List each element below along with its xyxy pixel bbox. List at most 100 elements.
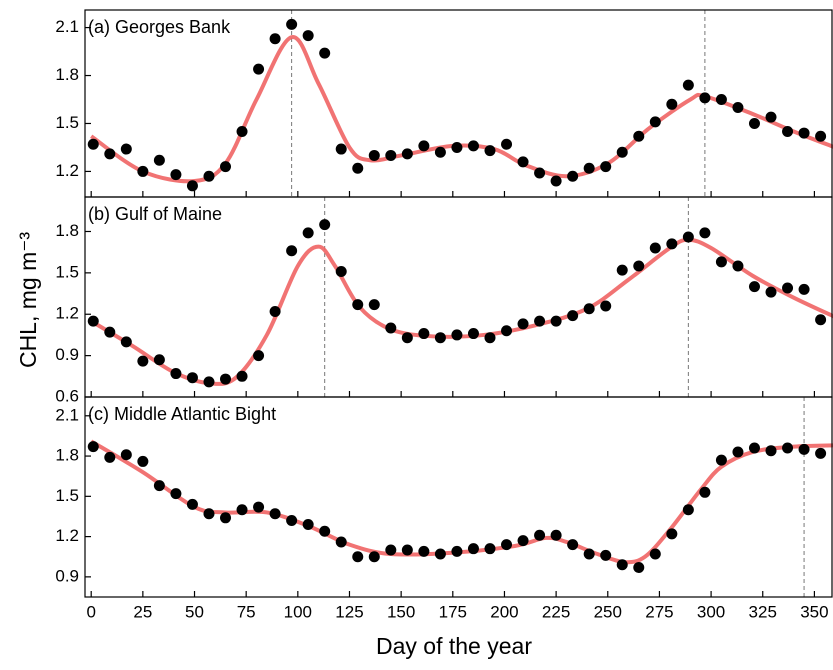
data-point xyxy=(517,318,529,330)
y-tick-label: 1.8 xyxy=(55,65,79,84)
data-point xyxy=(401,544,413,556)
panel-title: (a) Georges Bank xyxy=(88,17,231,37)
data-point xyxy=(236,125,248,137)
data-point xyxy=(484,543,496,555)
data-point xyxy=(501,539,513,551)
data-point xyxy=(715,256,727,268)
data-point xyxy=(451,141,463,153)
data-point xyxy=(253,501,265,513)
x-tick-label: 275 xyxy=(645,602,673,621)
data-point xyxy=(368,551,380,563)
y-tick-label: 1.2 xyxy=(55,161,79,180)
data-point xyxy=(186,498,198,510)
data-point xyxy=(286,245,298,257)
data-point xyxy=(368,299,380,311)
data-point xyxy=(104,326,116,338)
data-point xyxy=(715,454,727,466)
x-tick-label: 100 xyxy=(284,602,312,621)
data-point xyxy=(434,548,446,560)
fit-line xyxy=(90,439,833,565)
data-point xyxy=(87,441,99,453)
data-point xyxy=(385,322,397,334)
data-point xyxy=(269,33,281,45)
fit-line xyxy=(90,35,833,184)
data-point xyxy=(335,265,347,277)
x-tick-label: 225 xyxy=(542,602,570,621)
data-point xyxy=(748,281,760,293)
data-point xyxy=(633,130,645,142)
x-tick-label: 50 xyxy=(185,602,204,621)
data-point xyxy=(732,446,744,458)
data-point xyxy=(534,315,546,327)
data-point xyxy=(302,227,314,239)
data-point xyxy=(798,443,810,455)
panel-title: (b) Gulf of Maine xyxy=(88,204,222,224)
data-point xyxy=(550,315,562,327)
data-point xyxy=(203,508,215,520)
data-point xyxy=(649,116,661,128)
data-point xyxy=(583,162,595,174)
data-point xyxy=(451,329,463,341)
y-tick-label: 1.2 xyxy=(55,526,79,545)
data-point xyxy=(302,519,314,531)
data-point xyxy=(583,303,595,315)
data-point xyxy=(567,170,579,182)
panel xyxy=(87,397,833,597)
data-point xyxy=(682,231,694,243)
data-point xyxy=(748,442,760,454)
data-point xyxy=(186,180,198,192)
data-point xyxy=(385,149,397,161)
y-axis-label: CHL, mg m⁻³ xyxy=(15,232,41,368)
x-tick-label: 25 xyxy=(133,602,152,621)
data-point xyxy=(120,449,132,461)
data-point xyxy=(302,30,314,42)
data-point xyxy=(385,544,397,556)
data-point xyxy=(137,165,149,177)
y-tick-label: 2.1 xyxy=(55,405,79,424)
data-point xyxy=(682,79,694,91)
data-point xyxy=(203,376,215,388)
data-point xyxy=(137,355,149,367)
y-tick-label: 2.1 xyxy=(55,17,79,36)
data-point xyxy=(501,325,513,337)
data-point xyxy=(104,148,116,160)
data-point xyxy=(732,260,744,272)
data-point xyxy=(501,138,513,150)
data-point xyxy=(467,543,479,555)
data-point xyxy=(203,170,215,182)
data-point xyxy=(220,161,232,173)
y-tick-label: 1.5 xyxy=(55,262,79,281)
data-point xyxy=(633,561,645,573)
data-point xyxy=(517,156,529,168)
y-tick-label: 1.5 xyxy=(55,486,79,505)
data-point xyxy=(616,264,628,276)
data-point xyxy=(600,549,612,561)
y-tick-label: 0.9 xyxy=(55,345,79,364)
data-point xyxy=(418,545,430,557)
data-point xyxy=(120,336,132,348)
data-point xyxy=(583,548,595,560)
data-point xyxy=(666,98,678,110)
data-point xyxy=(418,328,430,340)
data-point xyxy=(335,143,347,155)
data-point xyxy=(352,299,364,311)
data-point xyxy=(666,238,678,250)
data-point xyxy=(567,310,579,322)
data-point xyxy=(600,161,612,173)
plot-frame xyxy=(84,396,833,598)
y-tick-label: 1.8 xyxy=(55,446,79,465)
data-point xyxy=(815,130,827,142)
data-point xyxy=(170,169,182,181)
data-point xyxy=(798,127,810,139)
x-tick-label: 250 xyxy=(594,602,622,621)
data-point xyxy=(798,283,810,295)
data-point xyxy=(220,512,232,524)
data-point xyxy=(765,445,777,457)
data-point xyxy=(467,140,479,152)
y-tick-label: 1.5 xyxy=(55,113,79,132)
panel xyxy=(87,197,833,397)
data-point xyxy=(765,286,777,298)
x-tick-label: 300 xyxy=(697,602,725,621)
x-tick-label: 200 xyxy=(490,602,518,621)
